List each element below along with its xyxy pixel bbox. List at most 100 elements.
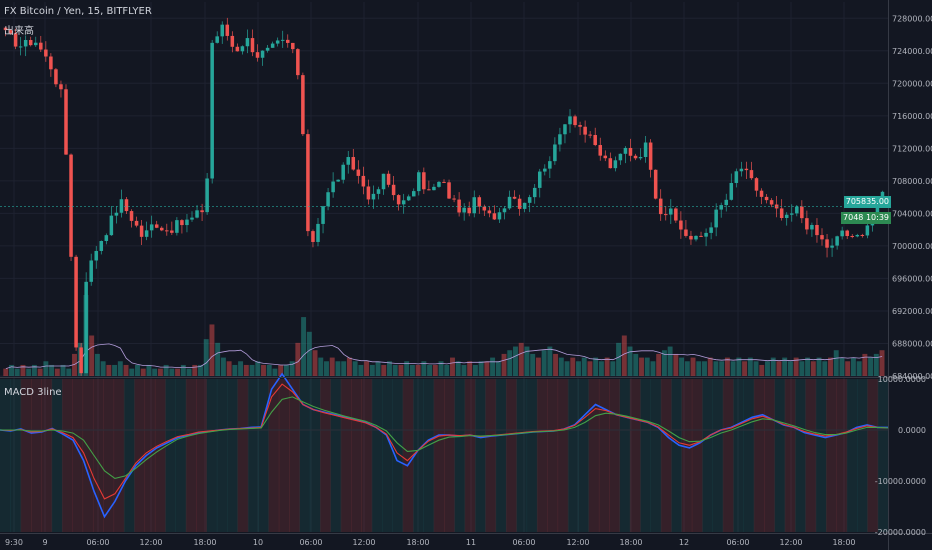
volume-bar bbox=[387, 361, 392, 376]
macd-band bbox=[413, 379, 424, 532]
price-axis-label: 700000.00 bbox=[892, 242, 932, 251]
candle-body bbox=[346, 157, 351, 165]
macd-band bbox=[774, 379, 786, 532]
candle-body bbox=[543, 168, 547, 172]
volume-bar bbox=[627, 346, 633, 376]
volume-bar bbox=[558, 357, 564, 376]
candle-body bbox=[285, 39, 290, 43]
candle-body bbox=[386, 173, 391, 185]
candle-body bbox=[361, 175, 366, 187]
macd-series-line bbox=[0, 383, 889, 500]
volume-bar bbox=[759, 364, 765, 376]
volume-bar bbox=[14, 368, 20, 376]
volume-bar bbox=[730, 361, 736, 376]
macd-band bbox=[454, 379, 466, 532]
candle-body bbox=[396, 195, 401, 205]
volume-bar bbox=[392, 364, 398, 376]
candle-body bbox=[825, 239, 829, 248]
time-axis-label: 18:00 bbox=[832, 538, 855, 547]
candle-body bbox=[190, 217, 194, 220]
candle-body bbox=[311, 231, 315, 242]
volume-bar bbox=[535, 357, 541, 376]
candle-body bbox=[381, 173, 386, 190]
macd-band bbox=[640, 379, 652, 532]
candle-body bbox=[240, 46, 245, 52]
macd-band bbox=[278, 379, 290, 532]
macd-band bbox=[361, 379, 373, 532]
volume-bar bbox=[793, 357, 799, 376]
volume-bar bbox=[249, 364, 255, 376]
volume-bar bbox=[782, 357, 788, 376]
volume-bar bbox=[507, 350, 513, 376]
macd-band bbox=[330, 379, 342, 532]
candle-body bbox=[3, 27, 8, 31]
candle-body bbox=[185, 219, 189, 226]
volume-bar bbox=[186, 368, 192, 376]
candle-body bbox=[810, 224, 814, 230]
symbol-title[interactable]: FX Bitcoin / Yen, 15, BITFLYER bbox=[4, 6, 152, 17]
volume-bar bbox=[20, 364, 26, 376]
macd-indicator-label[interactable]: MACD 3line bbox=[4, 387, 62, 398]
candle-body bbox=[205, 178, 209, 213]
macd-band bbox=[588, 379, 600, 532]
volume-bar bbox=[409, 364, 415, 376]
volume-bar bbox=[478, 361, 484, 376]
volume-bar bbox=[490, 357, 496, 376]
macd-band bbox=[196, 379, 208, 532]
macd-band bbox=[30, 379, 42, 532]
volume-bar bbox=[513, 346, 518, 376]
macd-band bbox=[464, 379, 476, 532]
candle-body bbox=[447, 182, 451, 199]
macd-series-line bbox=[0, 396, 889, 479]
candle-body bbox=[694, 235, 698, 240]
volume-bar bbox=[232, 364, 238, 376]
time-axis-label: 12:00 bbox=[566, 538, 589, 547]
macd-band bbox=[815, 379, 827, 532]
candle-body bbox=[719, 205, 723, 210]
macd-band bbox=[867, 379, 879, 532]
candle-body bbox=[674, 208, 678, 221]
candle-body bbox=[830, 245, 834, 248]
volume-bar bbox=[375, 361, 381, 376]
candle-body bbox=[296, 49, 300, 76]
macd-band bbox=[51, 379, 63, 532]
macd-band bbox=[20, 379, 32, 532]
price-axis-label: 688000.00 bbox=[892, 339, 932, 348]
candle-body bbox=[669, 208, 673, 215]
volume-bar bbox=[398, 364, 404, 376]
macd-band bbox=[598, 379, 610, 532]
volume-indicator-label[interactable]: 出来高 bbox=[4, 26, 34, 37]
volume-bar bbox=[472, 364, 478, 376]
macd-band bbox=[784, 379, 796, 532]
macd-band bbox=[289, 379, 300, 532]
macd-band bbox=[92, 379, 104, 532]
volume-bar bbox=[220, 357, 226, 376]
volume-bar bbox=[450, 357, 455, 376]
candle-body bbox=[44, 49, 48, 57]
candle-body bbox=[260, 50, 265, 58]
candle-body bbox=[401, 200, 406, 205]
volume-bar bbox=[255, 361, 261, 376]
candle-body bbox=[165, 230, 169, 232]
macd-band bbox=[10, 379, 22, 532]
macd-band bbox=[402, 379, 414, 532]
macd-band bbox=[103, 379, 115, 532]
volume-bar bbox=[306, 331, 312, 376]
volume-bar bbox=[432, 364, 438, 376]
macd-band bbox=[185, 379, 197, 532]
volume-bar bbox=[690, 357, 696, 376]
candle-body bbox=[331, 181, 335, 193]
macd-band bbox=[113, 379, 125, 532]
candle-body bbox=[432, 186, 436, 191]
candle-body bbox=[376, 189, 381, 194]
candle-body bbox=[336, 179, 340, 182]
candle-body bbox=[558, 134, 562, 145]
macd-band bbox=[72, 379, 84, 532]
candle-body bbox=[522, 202, 527, 209]
volume-bar bbox=[243, 364, 249, 376]
candle-body bbox=[623, 147, 628, 154]
price-axis-label: 728000.00 bbox=[892, 14, 932, 23]
macd-band bbox=[165, 379, 177, 532]
time-axis-label: 18:00 bbox=[193, 538, 216, 547]
